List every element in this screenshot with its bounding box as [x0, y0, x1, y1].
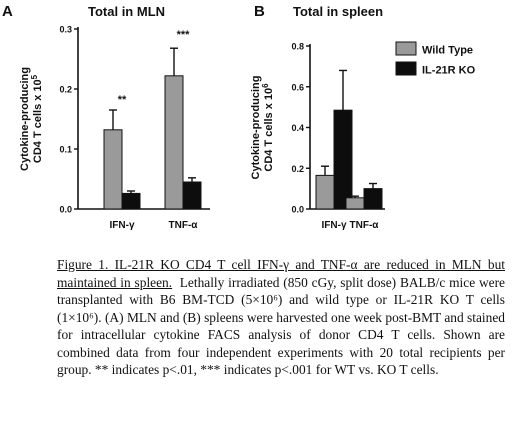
- panel-a-ytick-label-3: 0.3: [59, 25, 72, 35]
- panel-b-category-label-1: TNF-α: [350, 220, 380, 231]
- panel-a-bar-1-1: [182, 181, 202, 210]
- panel-a-bar-1-0: [164, 75, 184, 210]
- panel-b-bar-1-0: [345, 197, 365, 210]
- panel-b-letter: B: [254, 3, 265, 20]
- panel-a-bar-0-1: [121, 192, 141, 210]
- panel-b-ytick-label-3: 0.6: [291, 82, 304, 92]
- panel-b-ytick-label-0: 0.0: [291, 205, 304, 215]
- caption-title: Figure 1. IL-21R KO CD4 T cell IFN-γ and…: [57, 257, 505, 290]
- panel-b-ylabel-exponent: 6: [261, 83, 270, 88]
- panel-b-title: Total in spleen: [293, 4, 383, 19]
- panel-b-ytick-label-1: 0.2: [291, 164, 304, 174]
- legend-label-1: IL-21R KO: [422, 65, 476, 77]
- figure-caption: Figure 1. IL-21R KO CD4 T cell IFN-γ and…: [57, 256, 505, 379]
- panel-b-bar-0-1: [333, 109, 353, 210]
- legend-swatch-0: [395, 41, 417, 56]
- panel-a-category-label-0: IFN-γ: [110, 220, 135, 231]
- panel-a-bar-0-0: [103, 129, 123, 210]
- panel-a-ylabel-line-2: CD4 T cells x 105: [30, 74, 44, 163]
- panel-a-ylabel-exponent: 5: [30, 74, 39, 79]
- caption-body: Lethally irradiated (850 cGy, split dose…: [57, 274, 505, 378]
- panel-b-bar-1-1: [363, 188, 383, 210]
- panel-a-ytick-label-2: 0.2: [59, 85, 72, 95]
- panel-a-ytick-label-1: 0.1: [59, 145, 72, 155]
- panel-b-category-label-0: IFN-γ: [322, 220, 347, 231]
- panel-a-ylabel-line-1: Cytokine-producing: [19, 67, 31, 171]
- panel-b-ytick-label-2: 0.4: [291, 123, 304, 133]
- panel-a-ytick-label-0: 0.0: [59, 205, 72, 215]
- panel-a-category-label-1: TNF-α: [169, 220, 199, 231]
- panel-b-ytick-label-4: 0.8: [291, 42, 304, 52]
- panel-a-title: Total in MLN: [88, 4, 165, 19]
- panel-a-significance-1: ***: [177, 29, 191, 41]
- legend-swatch-1: [395, 61, 417, 76]
- panel-b-ylabel-line-1: Cytokine-producing: [250, 76, 262, 180]
- panel-a-letter: A: [2, 3, 13, 20]
- legend-label-0: Wild Type: [422, 45, 473, 57]
- panel-b-bar-0-0: [315, 174, 335, 210]
- panel-b-ylabel-line-2: CD4 T cells x 106: [261, 83, 275, 172]
- panel-a-significance-0: **: [118, 94, 127, 106]
